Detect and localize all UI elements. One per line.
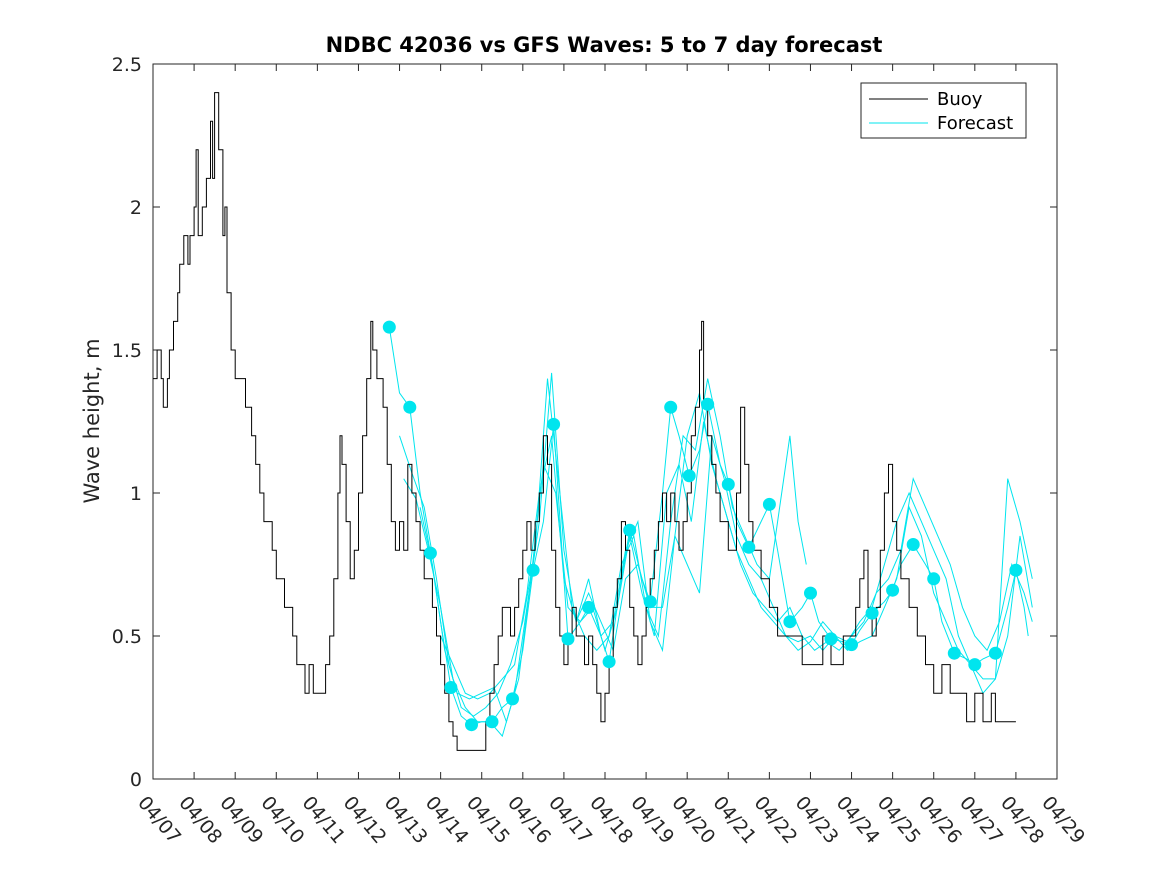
forecast-marker — [582, 600, 596, 614]
legend-buoy-label: Buoy — [937, 89, 983, 110]
forecast-marker — [465, 718, 478, 732]
y-tick-label: 2.5 — [112, 54, 142, 76]
forecast-marker — [988, 646, 1002, 660]
forecast-marker — [762, 497, 776, 511]
forecast-marker — [664, 400, 678, 414]
forecast-marker — [547, 417, 561, 431]
forecast-marker — [947, 646, 961, 660]
forecast-marker — [701, 397, 715, 411]
forecast-marker — [382, 320, 396, 334]
forecast-marker — [804, 586, 817, 600]
forecast-marker — [526, 563, 540, 577]
forecast-marker — [906, 538, 920, 551]
legend: Buoy Forecast — [860, 82, 1027, 139]
y-axis: 0 0.5 1 1.5 2 2.5 — [112, 54, 1057, 791]
forecast-marker — [444, 681, 458, 694]
forecast-marker — [623, 523, 637, 537]
y-tick-label: 1.5 — [112, 340, 142, 362]
forecast-marker — [403, 400, 417, 414]
forecast-marker — [721, 477, 735, 491]
forecast-marker — [886, 583, 900, 597]
chart-title: NDBC 42036 vs GFS Waves: 5 to 7 day fore… — [326, 33, 883, 57]
forecast-marker — [845, 638, 858, 652]
forecast-marker — [506, 692, 519, 706]
plot-area — [152, 63, 1058, 780]
forecast-marker — [643, 595, 657, 609]
legend-forecast-label: Forecast — [937, 113, 1013, 134]
forecast-marker — [423, 546, 437, 560]
buoy-line — [153, 92, 1016, 751]
forecast-marker — [1009, 563, 1023, 577]
forecast-marker — [783, 615, 797, 629]
forecast-marker — [927, 572, 941, 586]
legend-box — [860, 82, 1027, 139]
series-layer — [153, 92, 1033, 751]
y-tick-label: 0 — [130, 769, 142, 791]
forecast-marker — [824, 632, 838, 646]
forecast-marker — [485, 715, 499, 729]
forecast-marker — [865, 606, 879, 620]
forecast-marker — [602, 655, 616, 669]
y-tick-label: 0.5 — [112, 626, 142, 648]
forecast-marker — [682, 469, 696, 483]
forecast-marker — [561, 632, 575, 646]
y-axis-label: Wave height, m — [80, 338, 104, 503]
forecast-marker — [968, 658, 982, 672]
y-tick-label: 1 — [130, 483, 142, 505]
y-tick-label: 2 — [130, 197, 142, 219]
forecast-marker — [742, 540, 756, 554]
